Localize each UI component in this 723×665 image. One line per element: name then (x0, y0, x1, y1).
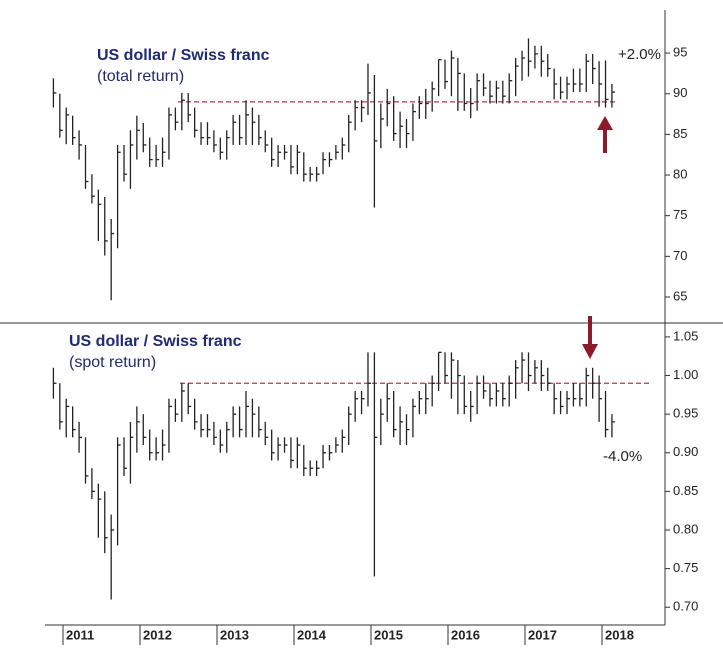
y-tick-label: 90 (673, 85, 687, 100)
x-tick-label: 2013 (220, 627, 249, 642)
y-tick-label: 70 (673, 248, 687, 263)
y-tick-label: 65 (673, 288, 687, 303)
arrow-up (597, 116, 613, 153)
x-tick-label: 2017 (528, 627, 557, 642)
y-tick-label: 0.75 (673, 560, 698, 575)
x-tick-label: 2014 (297, 627, 327, 642)
y-tick-label: 0.85 (673, 483, 698, 498)
chart-title: US dollar / Swiss franc (97, 47, 270, 64)
y-tick-label: 80 (673, 166, 687, 181)
chart-subtitle: (total return) (97, 68, 184, 85)
y-tick-label: 0.90 (673, 444, 698, 459)
annotation: +2.0% (618, 46, 661, 63)
y-tick-label: 1.05 (673, 328, 698, 343)
arrow-down (582, 316, 598, 359)
y-tick-label: 1.00 (673, 367, 698, 382)
y-tick-label: 75 (673, 207, 687, 222)
x-tick-label: 2012 (143, 627, 172, 642)
annotation: -4.0% (603, 448, 642, 465)
x-tick-label: 2015 (374, 627, 403, 642)
y-tick-label: 0.70 (673, 599, 698, 614)
chart-title: US dollar / Swiss franc (69, 333, 242, 350)
y-tick-label: 0.95 (673, 406, 698, 421)
x-tick-label: 2016 (451, 627, 480, 642)
y-tick-label: 85 (673, 126, 687, 141)
x-tick-label: 2011 (66, 627, 94, 642)
y-tick-label: 0.80 (673, 521, 698, 536)
chart-subtitle: (spot return) (69, 354, 156, 371)
y-tick-label: 95 (673, 45, 687, 60)
x-tick-label: 2018 (605, 627, 634, 642)
